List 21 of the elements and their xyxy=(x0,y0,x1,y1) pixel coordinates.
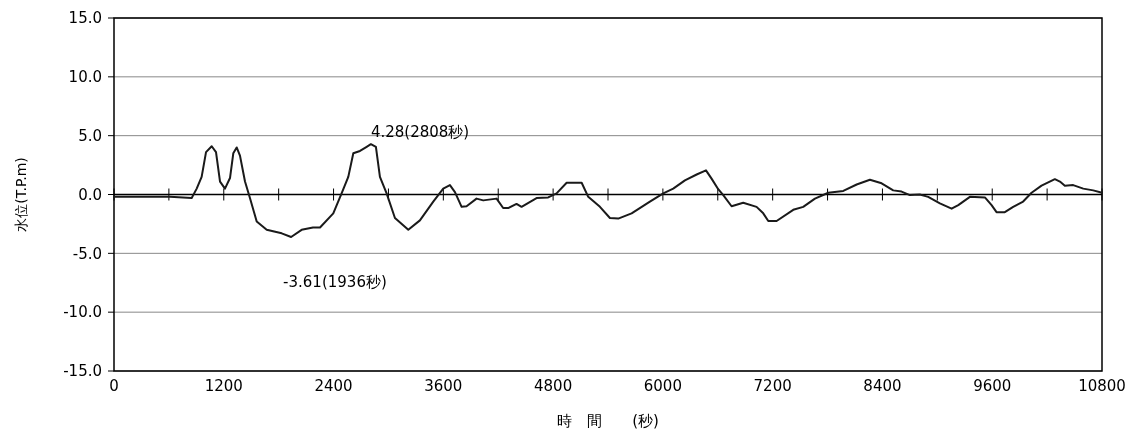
y-tick-label: 5.0 xyxy=(78,126,102,145)
x-tick-label: 6000 xyxy=(643,377,682,395)
x-tick-label: 1200 xyxy=(204,377,243,395)
y-tick-label: 10.0 xyxy=(68,68,102,87)
x-tick-label: 7200 xyxy=(753,377,792,395)
x-tick-label: 2400 xyxy=(314,377,353,395)
y-tick-label: 0.0 xyxy=(78,185,102,204)
y-tick-label: -5.0 xyxy=(72,244,102,263)
y-axis-title: 水位(T.P.m) xyxy=(13,157,29,232)
x-tick-label: 10800 xyxy=(1078,377,1126,395)
x-tick-label: 8400 xyxy=(863,377,902,395)
y-tick-label: 15.0 xyxy=(68,9,102,28)
x-tick-label: 3600 xyxy=(424,377,463,395)
x-tick-label: 9600 xyxy=(973,377,1012,395)
annotation: -3.61(1936秒) xyxy=(283,272,387,291)
x-tick-label: 0 xyxy=(109,377,119,395)
x-axis-title: 時 間 (秒) xyxy=(557,412,659,430)
x-tick-label: 4800 xyxy=(534,377,573,395)
y-tick-label: -15.0 xyxy=(63,362,102,381)
annotation: 4.28(2808秒) xyxy=(370,123,470,142)
y-tick-label: -10.0 xyxy=(63,303,102,322)
